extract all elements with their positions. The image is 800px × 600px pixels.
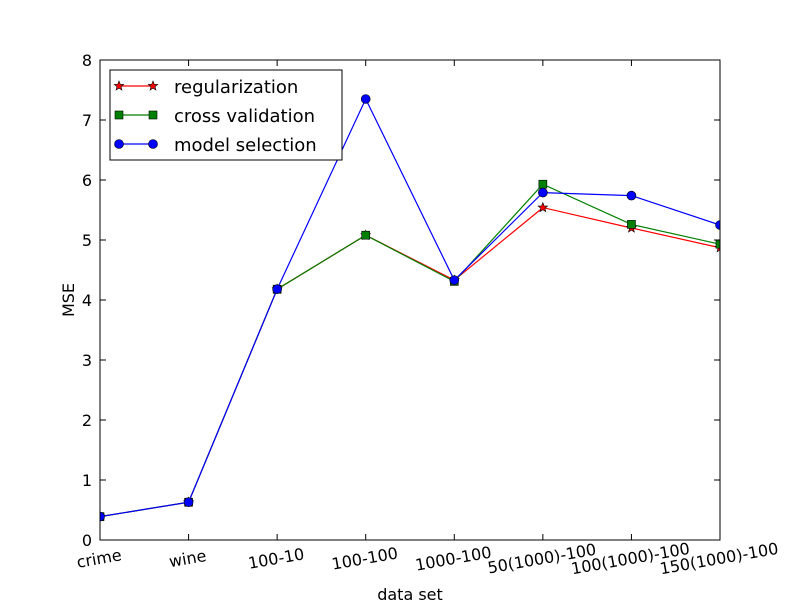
y-tick-label: 6 — [82, 171, 92, 190]
y-tick-label: 8 — [82, 51, 92, 70]
legend-marker — [148, 110, 158, 120]
x-tick-label: 100-10 — [247, 544, 306, 573]
point — [537, 201, 549, 213]
point — [449, 275, 460, 286]
legend-label: model selection — [174, 135, 317, 156]
legend-marker — [148, 139, 158, 149]
legend-marker — [114, 110, 124, 120]
legend-marker — [114, 139, 124, 149]
x-tick-label: 1000-100 — [414, 543, 493, 575]
point — [538, 179, 548, 189]
point — [361, 230, 371, 240]
x-tick-label: 100-100 — [330, 543, 399, 573]
x-axis-label: data set — [377, 585, 443, 600]
x-tick-label: wine — [167, 546, 207, 571]
legend: regularization cross validation model sele… — [109, 69, 343, 161]
point — [538, 187, 548, 198]
y-tick-label: 2 — [82, 411, 92, 430]
point — [715, 220, 720, 230]
y-tick-label: 3 — [82, 351, 92, 370]
series-line — [100, 97, 720, 518]
plot — [100, 94, 720, 522]
y-tick-label: 4 — [82, 291, 92, 310]
y-tick-label: 5 — [82, 231, 92, 250]
point — [626, 190, 637, 201]
point — [715, 239, 720, 249]
point — [100, 511, 105, 522]
point — [627, 220, 636, 229]
y-tick-label: 7 — [82, 111, 92, 130]
y-tick-label: 1 — [82, 471, 92, 490]
point — [360, 94, 371, 104]
legend-label: cross validation — [174, 106, 315, 127]
point — [272, 284, 282, 295]
legend-marker — [147, 80, 159, 91]
legend-marker — [113, 80, 125, 91]
y-axis-label: MSE — [59, 283, 78, 317]
point — [183, 497, 194, 508]
y-tick-label: 0 — [82, 531, 92, 550]
legend-label: regularization — [174, 77, 298, 98]
